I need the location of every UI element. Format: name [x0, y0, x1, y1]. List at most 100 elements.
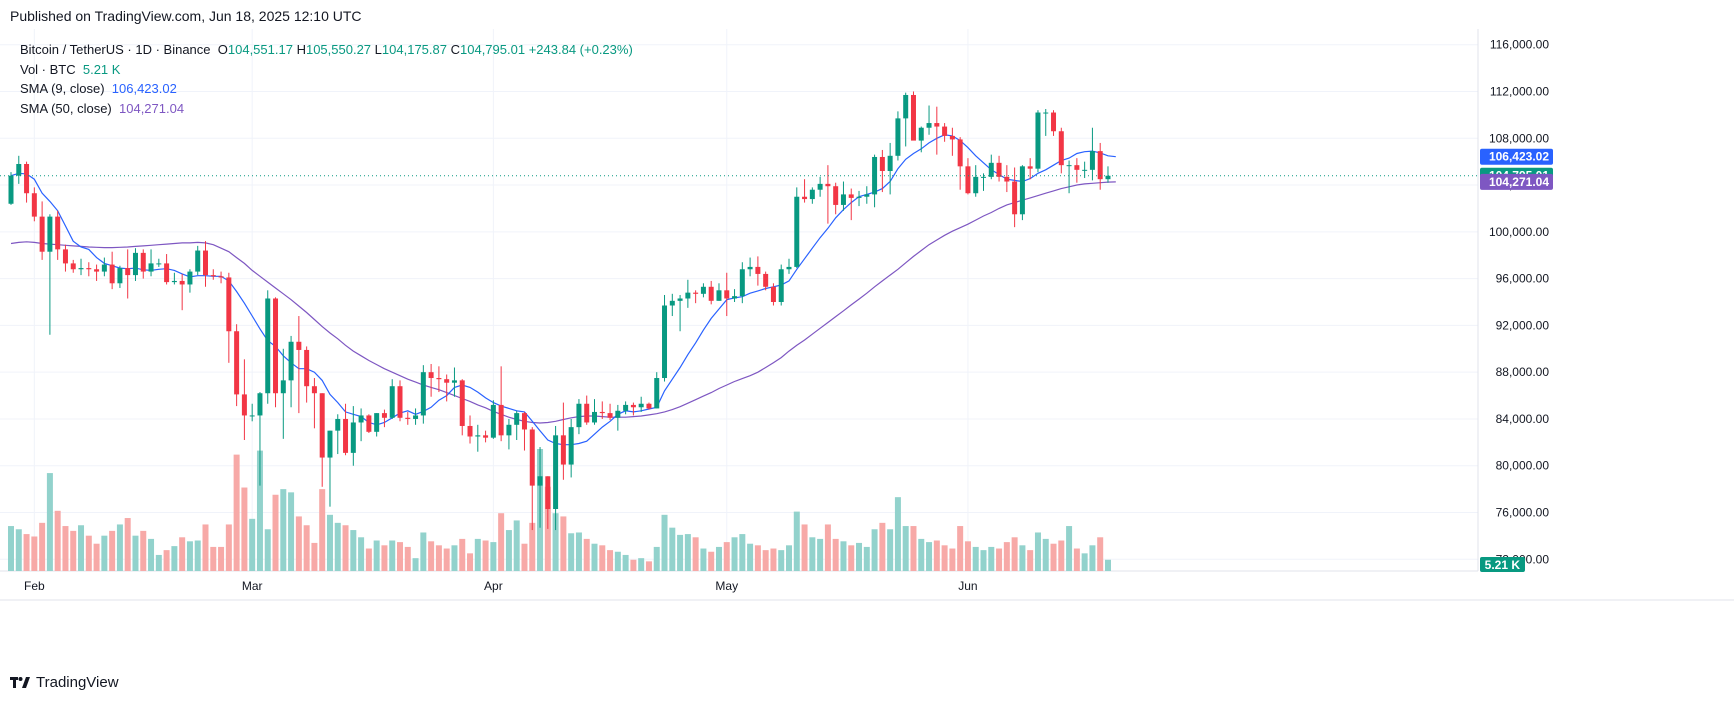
candle-body: [280, 380, 286, 394]
legend-sma50-label: SMA (50, close): [20, 100, 112, 116]
legend-ohlc-row: Bitcoin / TetherUS · 1D · Binance O104,5…: [20, 40, 633, 60]
volume-bar: [941, 545, 948, 571]
candle-body: [475, 435, 481, 437]
candle-body: [521, 413, 527, 430]
volume-bar: [996, 548, 1003, 571]
volume-bar: [218, 546, 225, 571]
candle-body: [428, 372, 434, 379]
volume-bar: [630, 559, 637, 571]
candle-body: [31, 193, 37, 217]
candle-body: [389, 386, 395, 418]
price-tag-box: [1480, 148, 1553, 165]
legend-sma9-row[interactable]: SMA (9, close) 106,423.02: [20, 79, 633, 99]
volume-bar: [1042, 538, 1049, 571]
volume-bar: [762, 550, 769, 571]
legend-open-label: O: [217, 42, 228, 57]
candle-body: [576, 403, 582, 428]
volume-bar: [194, 540, 201, 571]
volume-bar: [879, 522, 886, 571]
volume-bar: [614, 551, 621, 571]
tradingview-footer[interactable]: TradingView: [10, 674, 119, 691]
candle-body: [1089, 151, 1095, 170]
volume-bar: [1003, 542, 1010, 571]
time-axis[interactable]: Feb Mar Apr May Jun: [24, 579, 978, 593]
candle-body: [70, 263, 76, 270]
candle-body: [879, 156, 885, 172]
sma50-line: [10, 181, 1116, 424]
candle-body: [62, 249, 68, 264]
price-tag-box: [1480, 173, 1553, 190]
candle-body: [459, 380, 465, 426]
legend-volume-row[interactable]: Vol · BTC 5.21 K: [20, 60, 633, 80]
candle-body: [677, 298, 683, 301]
candle-body: [148, 263, 154, 272]
candle-body: [872, 156, 878, 195]
volume-bar: [70, 530, 77, 571]
volume-bar: [389, 540, 396, 571]
candle-body: [957, 139, 963, 167]
candle-body: [1035, 112, 1041, 169]
candle-body: [623, 404, 629, 411]
volume-bar: [871, 529, 878, 571]
volume-bar: [358, 537, 365, 571]
volume-bar: [552, 513, 559, 571]
candle-body: [506, 424, 512, 436]
candle-body: [241, 394, 247, 416]
legend-sma9-label: SMA (9, close): [20, 81, 105, 96]
legend-open: 104,551.17: [227, 42, 293, 57]
volume-bar: [700, 548, 707, 571]
volume-bar: [8, 526, 14, 571]
volume-bar: [754, 545, 761, 571]
volume-bar: [661, 514, 668, 571]
candle-body: [164, 263, 170, 283]
volume-bar: [863, 546, 870, 571]
candle-body: [553, 435, 559, 510]
candle-body: [584, 403, 590, 423]
volume-bar: [303, 525, 310, 571]
candle-body: [809, 189, 815, 200]
candle-body: [662, 305, 668, 379]
sma50-layer: [10, 181, 1116, 424]
candle-body: [1066, 165, 1072, 167]
volume-bar: [202, 524, 209, 571]
legend-low-label: L: [374, 42, 382, 57]
volume-bar: [809, 537, 816, 571]
volume-bar: [350, 530, 357, 571]
volume-bar: [1097, 537, 1104, 571]
candle-body: [257, 393, 263, 416]
volume-bar: [412, 558, 419, 571]
volume-bar: [420, 532, 427, 571]
volume-bar: [926, 542, 933, 571]
x-tick-label: Jun: [958, 579, 977, 593]
legend-sma50-row[interactable]: SMA (50, close) 104,271.04: [20, 99, 633, 119]
candle-body: [942, 126, 948, 136]
candle-body: [132, 252, 138, 276]
legend-symbol[interactable]: Bitcoin / TetherUS · 1D · Binance: [20, 42, 211, 57]
volume-bar: [249, 518, 256, 571]
candle-body: [24, 163, 30, 194]
volume-bar: [482, 540, 489, 571]
price-chart[interactable]: 72,000.0076,000.0080,000.0084,000.0088,0…: [0, 29, 1734, 664]
volume-bar: [669, 527, 676, 571]
volume-bar: [1050, 543, 1057, 571]
candle-body: [949, 135, 955, 140]
volume-tag-box: [1480, 557, 1525, 572]
volume-bar: [288, 492, 295, 571]
candle-body: [140, 252, 146, 272]
volume-bar: [1081, 553, 1088, 571]
candle-body: [755, 266, 761, 274]
legend-high: 105,550.27: [305, 42, 372, 57]
volume-bar: [78, 525, 85, 571]
volume-bar: [723, 542, 730, 571]
volume-bar: [101, 535, 108, 571]
volume-bar: [591, 543, 598, 571]
candle-body: [117, 268, 123, 284]
y-tick-label: 88,000.00: [1496, 365, 1550, 379]
candle-body: [693, 292, 699, 294]
volume-bar: [179, 537, 186, 571]
volume-bar: [1011, 537, 1018, 571]
x-tick-label: Mar: [242, 579, 263, 593]
price-axis[interactable]: 72,000.0076,000.0080,000.0084,000.0088,0…: [1489, 38, 1549, 567]
legend-sma9-value: 106,423.02: [111, 81, 177, 96]
volume-bar: [233, 454, 240, 571]
